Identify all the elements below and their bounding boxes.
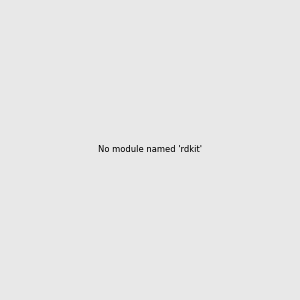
Text: No module named 'rdkit': No module named 'rdkit' [98,146,202,154]
